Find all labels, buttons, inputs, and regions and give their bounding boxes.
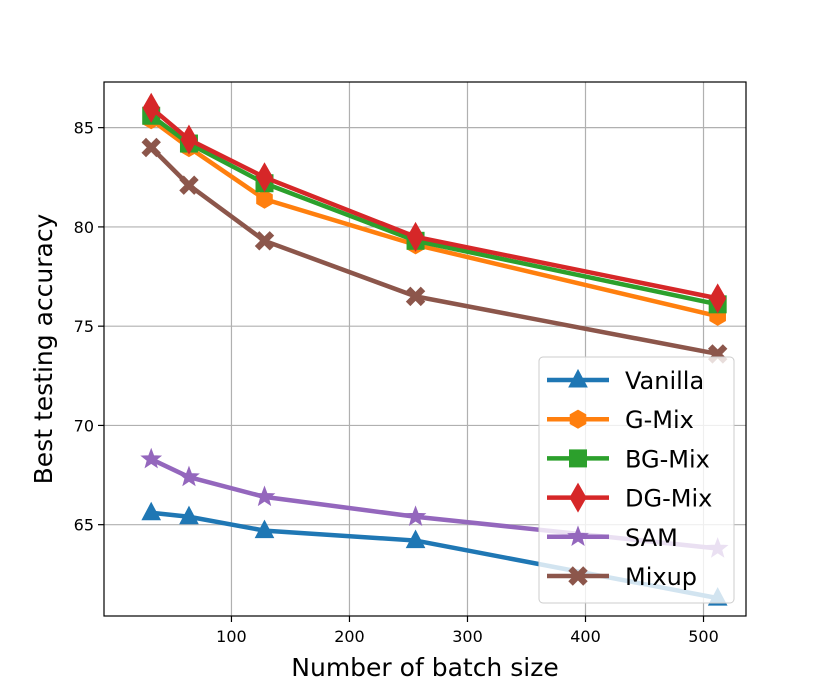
legend-label-mixup: Mixup: [625, 563, 697, 591]
legend-label-vanilla: Vanilla: [625, 367, 704, 395]
y-tick-label: 75: [74, 317, 94, 336]
legend-item-g-mix: G-Mix: [547, 406, 694, 434]
y-axis-label: Best testing accuracy: [29, 213, 58, 484]
legend-marker-vanilla: [568, 368, 588, 388]
data-point-dg-mix: [406, 221, 425, 252]
data-point-dg-mix: [255, 162, 274, 193]
data-point-dg-mix: [142, 92, 160, 123]
x-tick-label: 300: [452, 627, 483, 646]
series-sam: [140, 447, 729, 558]
plot-frame: [103, 81, 747, 617]
legend-item-mixup: Mixup: [547, 563, 697, 591]
legend-label-dg-mix: DG-Mix: [625, 485, 712, 513]
data-point-mixup: [141, 137, 161, 158]
series-mixup: [141, 137, 728, 364]
legend: Vanilla G-Mix BG-Mix DG-Mix SAM Mixup: [538, 356, 735, 604]
x-tick-label: 400: [570, 627, 601, 646]
legend-marker-mixup: [568, 566, 588, 586]
data-point-mixup: [179, 175, 199, 195]
legend-item-vanilla: Vanilla: [547, 367, 704, 395]
legend-item-bg-mix: BG-Mix: [547, 445, 710, 473]
data-point-dg-mix: [180, 124, 198, 155]
x-tick-label: 500: [688, 627, 719, 646]
data-point-vanilla: [405, 529, 426, 549]
y-tick-label: 65: [74, 516, 94, 535]
legend-label-bg-mix: BG-Mix: [625, 445, 710, 473]
y-tick-label: 80: [74, 218, 94, 237]
data-point-dg-mix: [709, 283, 727, 314]
data-point-vanilla: [254, 519, 275, 539]
legend-item-sam: SAM: [547, 524, 678, 552]
data-point-sam: [178, 465, 200, 487]
data-point-mixup: [405, 286, 426, 307]
data-point-mixup: [254, 231, 275, 251]
legend-marker-dg-mix: [569, 482, 587, 513]
legend-label-sam: SAM: [625, 524, 678, 552]
legend-marker-sam: [567, 525, 589, 547]
legend-marker-bg-mix: [569, 449, 587, 468]
ticks: 100 200 300 400 500 65 70 75 80 85: [74, 119, 719, 646]
x-tick-label: 200: [334, 627, 365, 646]
data-point-vanilla: [179, 505, 199, 525]
data-point-sam: [140, 447, 163, 469]
x-axis-label: Number of batch size: [291, 653, 558, 682]
legend-marker-g-mix: [569, 409, 587, 429]
y-tick-label: 70: [74, 416, 94, 435]
data-point-sam: [253, 485, 276, 507]
data-point-vanilla: [141, 501, 162, 521]
data-point-sam: [404, 505, 427, 526]
x-tick-label: 100: [216, 627, 247, 646]
legend-label-g-mix: G-Mix: [625, 406, 694, 434]
y-tick-label: 85: [74, 119, 94, 138]
data-point-g-mix: [256, 189, 273, 209]
legend-item-dg-mix: DG-Mix: [547, 482, 712, 513]
series-dg-mix: [142, 92, 727, 314]
